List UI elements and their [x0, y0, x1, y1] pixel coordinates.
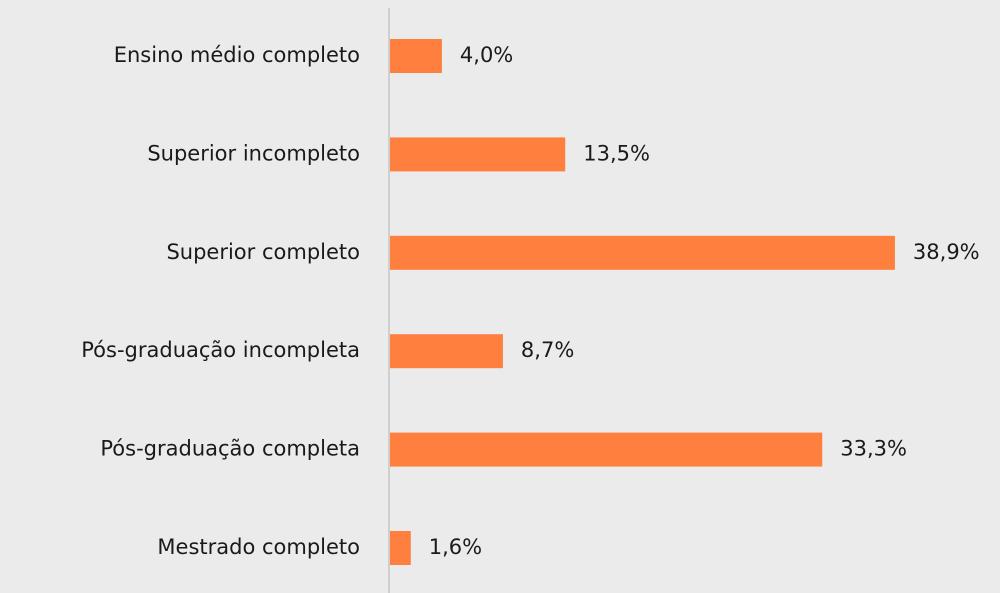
category-label: Superior incompleto — [147, 141, 360, 165]
bar — [390, 432, 823, 467]
category-label: Pós-graduação incompleta — [81, 338, 360, 362]
bar — [390, 531, 411, 565]
bar — [390, 235, 895, 270]
value-label: 4,0% — [460, 43, 513, 67]
value-label: 8,7% — [521, 338, 574, 362]
category-label: Ensino médio completo — [114, 43, 360, 67]
bar — [390, 334, 503, 369]
category-label: Pós-graduação completa — [100, 437, 360, 461]
value-label: 1,6% — [429, 535, 482, 559]
category-label: Mestrado completo — [157, 535, 360, 559]
value-label: 38,9% — [913, 240, 980, 264]
bar — [390, 39, 442, 73]
category-label: Superior completo — [166, 240, 360, 264]
value-label: 33,3% — [840, 437, 907, 461]
value-label: 13,5% — [583, 141, 650, 165]
bar — [390, 137, 566, 172]
